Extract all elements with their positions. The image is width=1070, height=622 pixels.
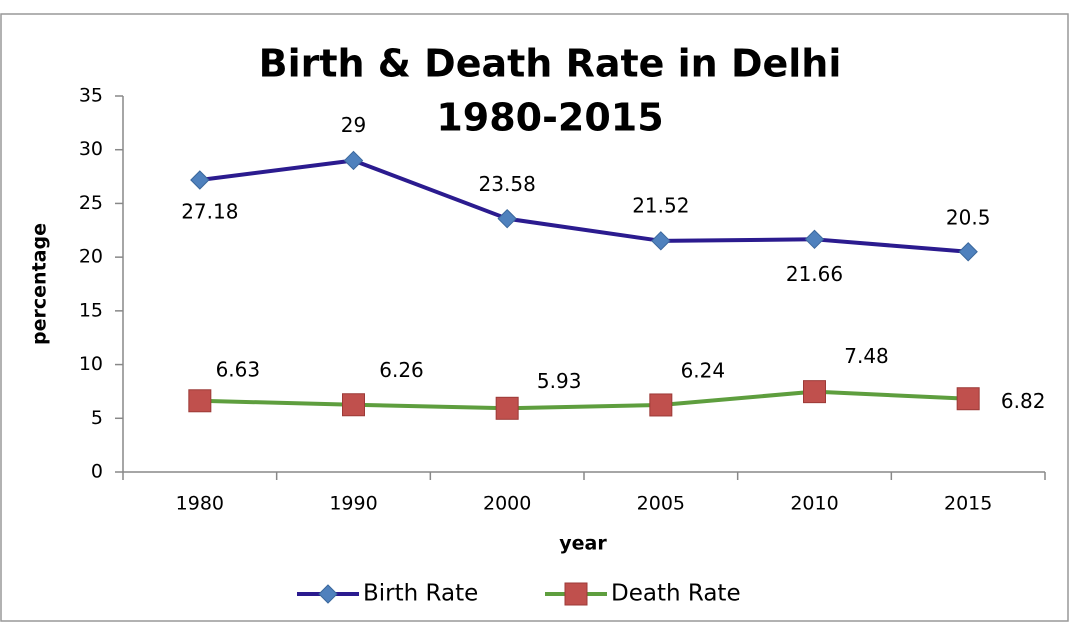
series-line: [199, 389, 969, 411]
y-tick-label: 20: [79, 246, 103, 268]
marker: [495, 396, 519, 420]
data-label: 21.66: [786, 262, 843, 286]
data-label: 6.63: [216, 357, 261, 381]
data-label: 6.24: [681, 358, 726, 382]
data-label: 6.26: [379, 358, 424, 382]
chart-subtitle: 1980-2015: [436, 96, 663, 140]
marker: [318, 584, 338, 604]
chart-frame: [0, 13, 1069, 622]
marker: [649, 393, 673, 417]
x-tick-label: 2015: [944, 493, 992, 515]
marker: [497, 208, 517, 229]
x-tick-label: 2000: [483, 493, 531, 515]
y-tick-label: 15: [79, 299, 103, 321]
y-tick-label: 25: [79, 192, 103, 214]
marker: [343, 150, 364, 171]
legend-label: Death Rate: [611, 581, 741, 607]
x-tick-label: 1980: [176, 493, 224, 515]
data-label: 5.93: [537, 369, 582, 393]
data-label: 27.18: [181, 200, 238, 224]
marker: [190, 170, 210, 190]
data-label: 7.48: [844, 344, 889, 368]
marker: [804, 229, 825, 250]
x-tick-label: 2005: [637, 493, 685, 515]
data-label: 6.82: [1001, 389, 1046, 413]
x-tick-label: 2010: [790, 493, 838, 515]
x-tick-label: 1990: [329, 493, 377, 515]
marker: [958, 242, 978, 262]
marker: [188, 389, 212, 413]
data-label: 21.52: [632, 193, 689, 217]
chart-title: Birth & Death Rate in Delhi: [259, 42, 842, 86]
y-tick-label: 10: [79, 353, 103, 375]
series-line: [199, 158, 969, 254]
y-tick-label: 5: [91, 407, 103, 429]
marker: [564, 582, 588, 606]
y-tick-label: 30: [79, 138, 103, 160]
marker: [803, 380, 826, 404]
y-tick-label: 0: [91, 461, 103, 483]
data-label: 29: [341, 113, 366, 137]
marker: [651, 231, 671, 251]
y-axis-label: percentage: [29, 223, 51, 345]
legend-label: Birth Rate: [363, 581, 478, 607]
x-axis-label: year: [559, 533, 607, 555]
marker: [956, 387, 980, 411]
data-label: 23.58: [479, 172, 536, 196]
y-tick-label: 35: [79, 85, 103, 107]
data-label: 20.5: [946, 205, 991, 229]
marker: [342, 393, 365, 417]
